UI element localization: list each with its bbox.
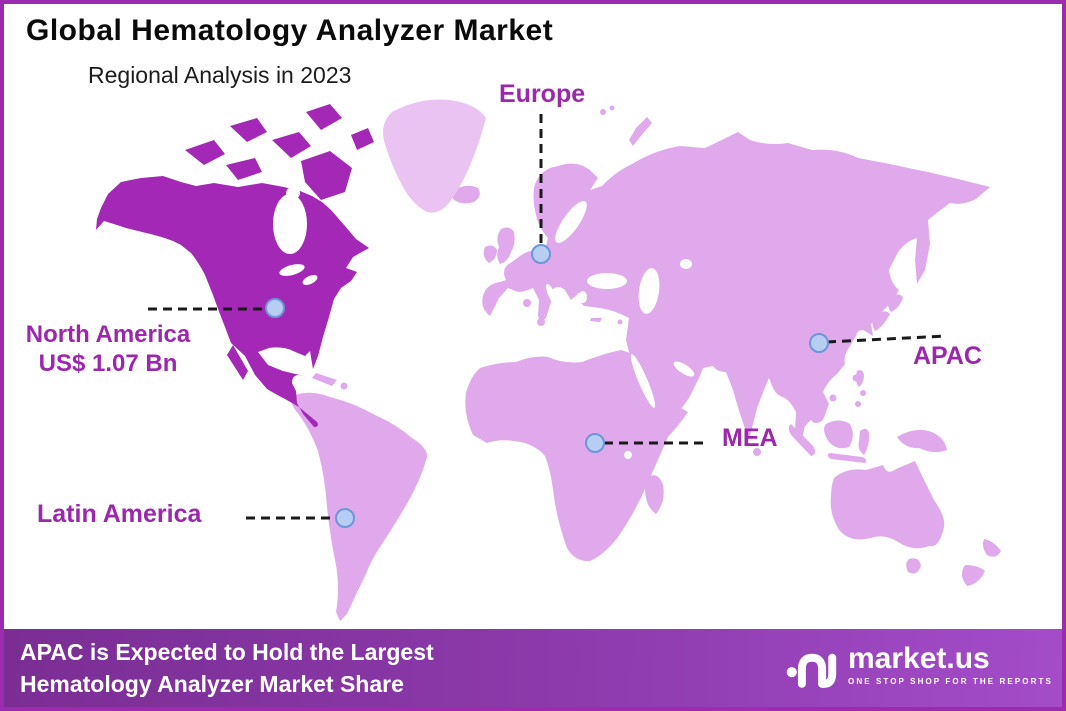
region-markers: [265, 244, 829, 528]
japan-main: [872, 311, 890, 331]
novaya-zemlya: [629, 117, 652, 146]
region-label-apac: APAC: [913, 342, 982, 370]
australia: [830, 461, 945, 549]
footer-headline: APAC is Expected to Hold the Largest Hem…: [20, 636, 434, 700]
tasmania: [906, 558, 921, 574]
hudson-bay-mouth: [286, 187, 300, 199]
water-cutouts: [273, 187, 695, 459]
marker-latin-america: [335, 508, 355, 528]
taiwan: [852, 374, 860, 382]
madagascar: [645, 475, 664, 514]
landmasses-light: [291, 105, 1001, 621]
new-zealand-south: [961, 565, 985, 586]
great-britain: [497, 227, 515, 264]
marker-apac: [809, 333, 829, 353]
new-zealand-north: [983, 539, 1001, 557]
brand-tagline: ONE STOP SHOP FOR THE REPORTS: [848, 677, 1053, 686]
arctic-island: [272, 132, 311, 158]
new-guinea: [897, 429, 947, 453]
hainan: [829, 394, 837, 402]
philippines-island: [860, 390, 866, 396]
hispaniola: [340, 382, 348, 390]
adriatic-sea: [546, 284, 558, 306]
region-label-latin-america: Latin America: [37, 500, 202, 528]
japan-north: [887, 294, 903, 312]
africa: [465, 350, 688, 562]
arctic-island: [351, 128, 374, 150]
brand-text: market.us ONE STOP SHOP FOR THE REPORTS: [848, 642, 1053, 687]
sakhalin: [874, 258, 882, 289]
region-value-north-america: US$ 1.07 Bn: [38, 350, 178, 377]
cuba: [312, 373, 337, 386]
leader-line-apac: [826, 334, 947, 344]
crete: [590, 318, 602, 322]
svalbard: [609, 105, 615, 111]
victoria-island: [226, 158, 262, 180]
marketus-logo: market.us ONE STOP SHOP FOR THE REPORTS: [786, 639, 1053, 691]
caspian-sea: [638, 268, 660, 314]
java: [827, 453, 866, 463]
cyprus: [617, 319, 623, 325]
sardinia: [523, 299, 531, 307]
svalbard: [600, 109, 606, 115]
sulawesi: [858, 428, 870, 455]
region-name-north-america: North America: [25, 321, 191, 348]
footer-headline-line1: APAC is Expected to Hold the Largest: [20, 639, 434, 665]
region-label-north-america: North America US$ 1.07 Bn: [8, 320, 208, 378]
persian-gulf: [673, 361, 695, 377]
baffin-island: [301, 151, 352, 200]
sri-lanka: [753, 448, 761, 456]
baltic-sea: [555, 201, 587, 243]
marker-europe: [531, 244, 551, 264]
marker-mea: [585, 433, 605, 453]
sicily: [537, 318, 545, 326]
marketus-logo-icon: [786, 653, 837, 688]
region-label-mea: MEA: [722, 424, 778, 452]
black-sea: [587, 273, 627, 289]
south-america: [291, 392, 428, 621]
north-america-mainland: [96, 176, 369, 427]
borneo: [824, 420, 853, 449]
philippines: [855, 370, 864, 387]
leader-lines: [148, 114, 947, 520]
sumatra: [788, 424, 816, 456]
arctic-island: [230, 118, 267, 142]
arctic-island: [306, 104, 342, 130]
baja-california: [227, 345, 248, 380]
arctic-island: [185, 140, 225, 165]
page-title: Global Hematology Analyzer Market: [26, 14, 554, 47]
brand-name: market.us: [848, 642, 990, 675]
red-sea: [630, 354, 656, 408]
greenland: [383, 99, 486, 213]
page-subtitle: Regional Analysis in 2023: [88, 62, 352, 88]
footer-banner: APAC is Expected to Hold the Largest Hem…: [4, 629, 1062, 707]
eurasia: [482, 132, 990, 444]
marker-north-america: [265, 298, 285, 318]
iceland: [452, 185, 480, 204]
ireland: [483, 245, 497, 263]
region-label-europe: Europe: [499, 80, 586, 108]
footer-headline-line2: Hematology Analyzer Market Share: [20, 671, 404, 697]
aral-sea: [680, 259, 692, 269]
aegean-sea: [579, 291, 587, 303]
philippines-island: [855, 401, 861, 407]
great-lakes: [302, 275, 318, 285]
hudson-bay: [273, 194, 307, 254]
lake-victoria: [624, 451, 632, 459]
great-lakes: [279, 264, 305, 276]
